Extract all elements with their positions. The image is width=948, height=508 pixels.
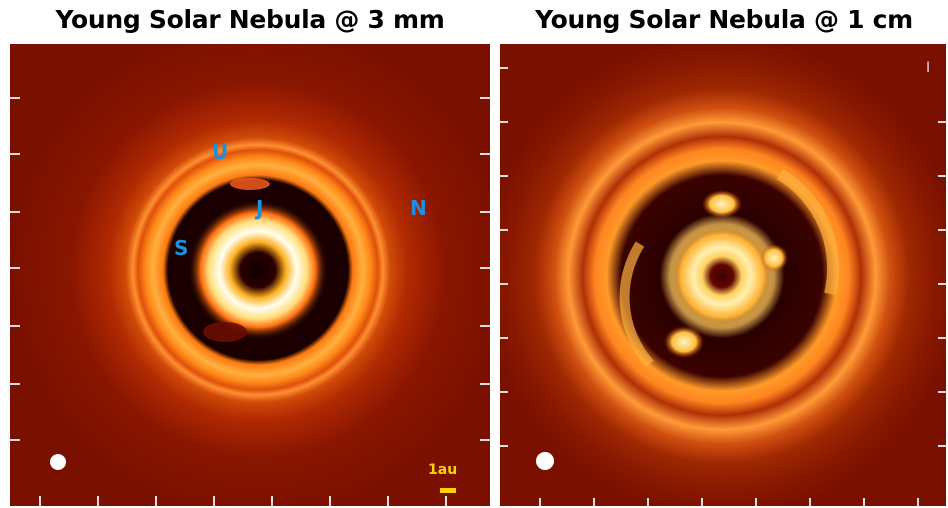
scale-bar (440, 488, 456, 493)
axis-ticks (500, 67, 946, 506)
corner-mark: I (926, 60, 931, 76)
label-jupiter: J (256, 196, 264, 220)
right-panel-title: Young Solar Nebula @ 1 cm (535, 5, 913, 34)
beam-size-marker (536, 452, 554, 470)
nebula-1cm-svg (500, 44, 946, 506)
label-uranus: U (212, 140, 229, 164)
beam-size-marker (50, 454, 66, 470)
nebula-3mm-svg (10, 44, 490, 506)
label-neptune: N (410, 196, 427, 220)
scale-bar-label: 1au (428, 462, 458, 478)
axis-ticks (10, 97, 490, 506)
image-3mm: U J N S 1au (10, 44, 490, 506)
label-saturn: S (174, 236, 189, 260)
left-panel-title: Young Solar Nebula @ 3 mm (55, 5, 445, 34)
image-1cm: I (500, 44, 946, 506)
